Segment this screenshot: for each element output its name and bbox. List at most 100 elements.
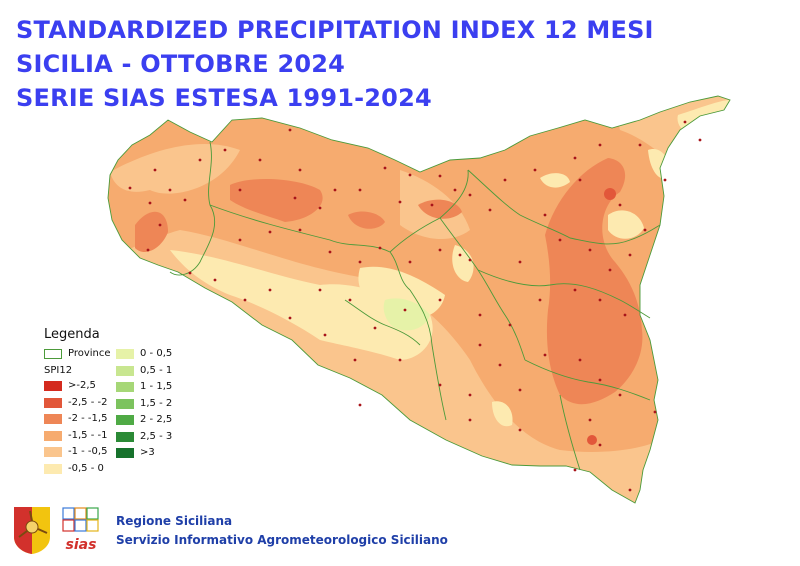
station-dot — [168, 188, 172, 192]
station-dot — [573, 288, 577, 292]
station-dot — [458, 253, 462, 257]
station-dot — [288, 316, 292, 320]
station-dot — [268, 230, 272, 234]
station-dot — [578, 358, 582, 362]
station-dot — [333, 188, 337, 192]
legend-dry-class-swatch — [44, 414, 62, 424]
station-dot — [653, 410, 657, 414]
station-dot — [243, 298, 247, 302]
legend-wet-class-label: 2,5 - 3 — [140, 430, 173, 442]
station-dot — [198, 158, 202, 162]
station-dot — [318, 206, 322, 210]
station-dot — [293, 196, 297, 200]
footer-org: Regione Siciliana — [116, 514, 233, 528]
map-title-line-2: SICILIA - OTTOBRE 2024 — [16, 50, 346, 78]
legend-wet-class-swatch — [116, 365, 134, 376]
station-dot — [588, 248, 592, 252]
station-dot — [518, 388, 522, 392]
station-dot — [468, 193, 472, 197]
station-dot — [358, 403, 362, 407]
station-dot — [183, 198, 187, 202]
station-dot — [403, 308, 407, 312]
station-dot — [188, 271, 192, 275]
station-dot — [268, 288, 272, 292]
legend-wet-class-label: 1 - 1,5 — [140, 381, 173, 392]
legend-wet-class-label: >3 — [140, 447, 155, 458]
station-dot — [148, 201, 152, 205]
station-dot — [438, 248, 442, 252]
station-dot — [503, 178, 507, 182]
legend-dry-class-swatch — [44, 463, 62, 474]
station-dot — [598, 443, 602, 447]
station-dot — [638, 143, 642, 147]
station-dot — [438, 383, 442, 387]
station-dot — [578, 178, 582, 182]
station-dot — [488, 208, 492, 212]
station-dot — [398, 200, 402, 204]
legend-wet-class-label: 2 - 2,5 — [140, 414, 173, 425]
legend-dry-class-label: -1,5 - -1 — [68, 429, 108, 441]
station-dot — [468, 393, 472, 397]
station-dot — [663, 178, 667, 182]
station-dot — [378, 246, 382, 250]
station-dot — [508, 323, 512, 327]
station-dot — [608, 268, 612, 272]
legend-dry-class-swatch — [44, 397, 62, 408]
station-dot — [588, 418, 592, 422]
station-dot — [408, 260, 412, 264]
station-dot — [438, 298, 442, 302]
station-dot — [618, 203, 622, 207]
station-dot — [153, 168, 157, 172]
map-title-line-1: STANDARDIZED PRECIPITATION INDEX 12 MESI — [16, 16, 654, 44]
station-dot — [533, 168, 537, 172]
station-dot — [408, 173, 412, 177]
legend-dry-class-swatch — [44, 381, 62, 391]
footer-service: Servizio Informativo Agrometeorologico S… — [116, 533, 448, 547]
legend-wet-class-swatch — [116, 415, 134, 425]
station-dot — [468, 258, 472, 262]
legend-province-label: Province — [68, 348, 111, 359]
legend-dry-class-swatch — [44, 430, 62, 441]
station-dot — [573, 156, 577, 160]
legend-dry-class-swatch — [44, 447, 62, 457]
station-points — [128, 120, 702, 492]
station-dot — [358, 188, 362, 192]
station-dot — [128, 186, 132, 190]
station-dot — [518, 428, 522, 432]
station-dot — [373, 326, 377, 330]
legend-wet-class-swatch — [116, 431, 134, 442]
map-title-line-3: SERIE SIAS ESTESA 1991-2024 — [16, 84, 432, 112]
station-dot — [598, 298, 602, 302]
station-dot — [538, 298, 542, 302]
station-dot — [238, 188, 242, 192]
trinacria-logo — [14, 507, 50, 554]
station-dot — [628, 488, 632, 492]
province-boundaries — [107, 95, 731, 504]
legend-dry-class-label: -1 - -0,5 — [68, 446, 108, 457]
station-dot — [698, 138, 702, 142]
station-dot — [298, 228, 302, 232]
station-dot — [643, 228, 647, 232]
legend-wet-class-swatch — [116, 398, 134, 409]
station-dot — [430, 203, 434, 207]
station-dot — [573, 468, 577, 472]
legend-wet-class-label: 1,5 - 2 — [140, 397, 173, 409]
station-dot — [683, 120, 687, 124]
station-dot — [353, 358, 357, 362]
station-dot — [383, 166, 387, 170]
legend-province-swatch — [44, 349, 62, 359]
station-dot — [598, 143, 602, 147]
legend-wet-class-swatch — [116, 448, 134, 458]
legend: Legenda Province SPI12 >-2,5 -2,5 - -2 -2 … — [44, 327, 254, 474]
sias-logo-text: sias — [66, 537, 97, 553]
station-dot — [288, 128, 292, 132]
station-dot — [258, 158, 262, 162]
station-dot — [323, 333, 327, 337]
legend-dry-class-label: >-2,5 — [68, 380, 96, 391]
legend-title: Legenda — [44, 327, 100, 342]
station-dot — [298, 168, 302, 172]
station-dot — [543, 213, 547, 217]
station-dot — [158, 223, 162, 227]
station-dot — [478, 313, 482, 317]
station-dot — [328, 250, 332, 254]
